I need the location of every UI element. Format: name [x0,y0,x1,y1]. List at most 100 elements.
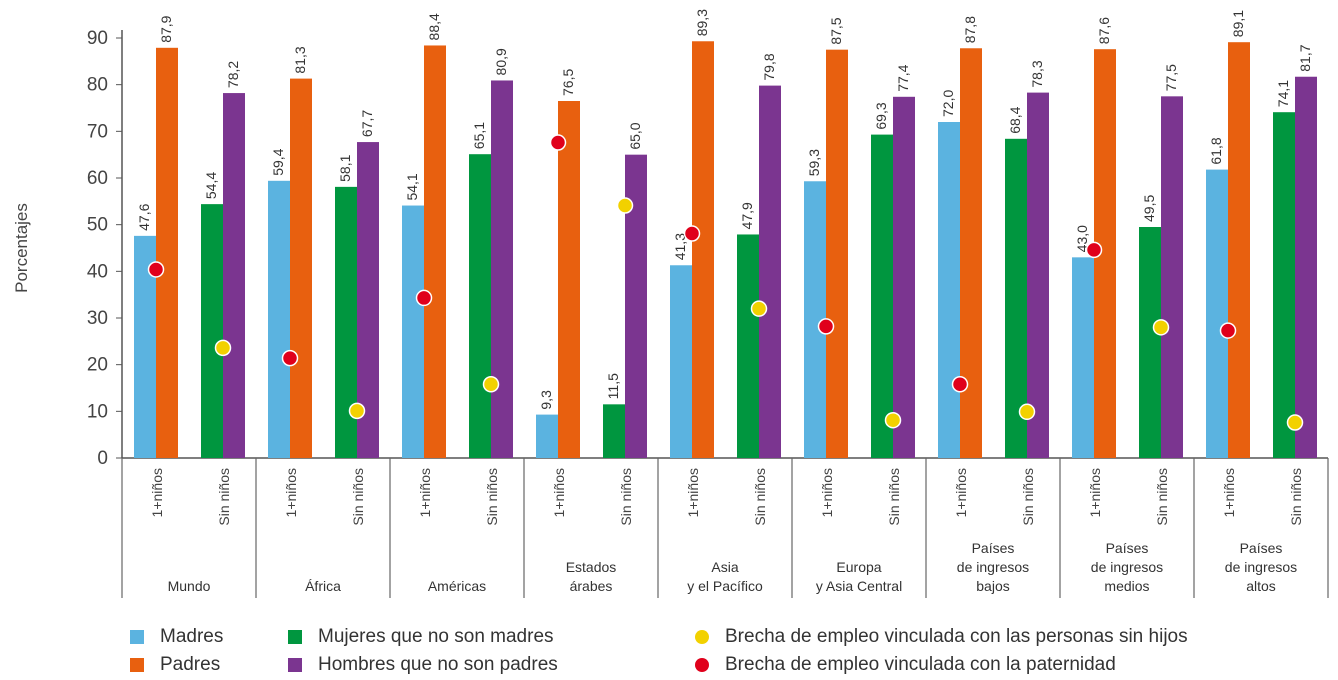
bar-value-label: 49,5 [1141,195,1157,222]
legend-label-madres: Madres [160,626,224,647]
bar-value-label: 81,7 [1297,44,1313,71]
bar-value-label: 89,1 [1230,10,1246,37]
sub-category-label: Sin niños [886,468,902,526]
marker-brecha-sin-hijos [750,300,768,317]
bar-padres [558,101,580,458]
marker-brecha-paternidad [683,225,701,242]
bar-madres [134,235,156,458]
bar-mujeres-no-madres [1139,227,1161,458]
bar-value-label: 54,1 [404,173,420,200]
bar-value-label: 87,8 [962,16,978,43]
bar-value-label: 47,9 [739,202,755,229]
legend-item-brecha-paternidad: Brecha de empleo vinculada con la patern… [695,654,1116,676]
marker-brecha-sin-hijos [482,376,500,393]
bar-value-label: 72,0 [940,90,956,117]
bar-hombres-no-padres [893,96,915,459]
legend-swatch-padres [130,658,144,672]
bar-value-label: 87,6 [1096,17,1112,44]
bar-madres [1206,169,1228,458]
bar-value-label: 87,9 [158,15,174,42]
legend-label-mujeres-no-madres: Mujeres que no son madres [318,626,554,647]
marker-brecha-paternidad [1085,241,1103,259]
group-label: Europa [836,559,881,575]
legend-item-padres: Padres [130,654,220,676]
bar-padres [156,47,178,459]
group-label: y Asia Central [816,578,902,594]
bar-mujeres-no-madres [1273,112,1295,458]
legend: Madres Padres Mujeres que no son madres … [130,624,1330,680]
bar-madres [536,414,558,458]
legend-label-padres: Padres [160,654,221,675]
sub-category-label: 1+niños [685,468,701,517]
group-label: Mundo [168,578,211,594]
legend-swatch-hombres-no-padres [288,658,302,672]
bar-value-label: 78,2 [225,61,241,88]
sub-category-label: Sin niños [1288,468,1304,526]
sub-category-label: 1+niños [551,468,567,517]
bar-mujeres-no-madres [603,404,625,458]
bar-value-label: 61,8 [1208,137,1224,164]
legend-dot-brecha-sin-hijos [695,630,709,644]
bar-value-label: 58,1 [337,154,353,181]
bar-value-label: 65,0 [627,122,643,149]
y-tick-label: 20 [87,355,108,376]
sub-category-label: 1+niños [1087,468,1103,517]
group-label: bajos [976,578,1009,594]
bar-value-label: 78,3 [1029,60,1045,87]
bar-value-label: 59,4 [270,148,286,175]
marker-brecha-paternidad [817,318,835,335]
sub-category-label: Sin niños [216,468,232,526]
marker-brecha-sin-hijos [1286,414,1304,431]
bar-padres [692,41,714,459]
group-label: de ingresos [1091,559,1163,575]
bar-hombres-no-padres [1161,96,1183,458]
legend-label-hombres-no-padres: Hombres que no son padres [318,654,558,675]
group-label: Países [972,540,1015,556]
sub-category-label: Sin niños [350,468,366,526]
bar-madres [938,122,960,458]
group-label: Países [1240,540,1283,556]
bar-value-label: 74,1 [1275,80,1291,107]
sub-category-label: 1+niños [953,468,969,517]
legend-swatch-madres [130,630,144,644]
bar-padres [290,78,312,458]
marker-brecha-sin-hijos [1152,319,1170,336]
sub-category-label: Sin niños [752,468,768,526]
bar-value-label: 81,3 [292,46,308,73]
marker-brecha-paternidad [549,134,567,151]
group-label: de ingresos [957,559,1029,575]
y-tick-label: 50 [87,215,108,236]
bar-hombres-no-padres [625,154,647,458]
bar-value-label: 68,4 [1007,106,1023,133]
bar-madres [402,205,424,458]
group-label: medios [1104,578,1149,594]
bar-mujeres-no-madres [1005,138,1027,459]
y-tick-label: 30 [87,308,108,329]
bar-padres [424,45,446,458]
marker-brecha-paternidad [1219,322,1237,339]
marker-brecha-sin-hijos [1018,403,1036,421]
bar-value-label: 11,5 [605,373,621,399]
sub-category-label: 1+niños [149,468,165,517]
bar-hombres-no-padres [759,85,781,458]
legend-item-mujeres-no-madres: Mujeres que no son madres [288,626,554,648]
marker-brecha-sin-hijos [348,402,366,420]
legend-item-hombres-no-padres: Hombres que no son padres [288,654,558,676]
legend-item-brecha-sin-hijos: Brecha de empleo vinculada con las perso… [695,626,1188,648]
bar-hombres-no-padres [1027,92,1049,458]
bar-mujeres-no-madres [201,204,223,458]
bar-value-label: 89,3 [694,9,710,36]
legend-label-brecha-sin-hijos: Brecha de empleo vinculada con las perso… [725,626,1188,647]
bar-value-label: 67,7 [359,110,375,137]
bar-padres [960,48,982,459]
group-label: y el Pacífico [687,578,763,594]
legend-item-madres: Madres [130,626,223,648]
marker-brecha-paternidad [281,349,299,367]
bar-hombres-no-padres [1295,76,1317,458]
sub-category-label: Sin niños [1020,468,1036,526]
bar-madres [670,265,692,458]
group-label: África [305,578,341,594]
bar-value-label: 59,3 [806,149,822,176]
group-label: árabes [570,578,613,594]
y-tick-label: 80 [87,75,108,96]
